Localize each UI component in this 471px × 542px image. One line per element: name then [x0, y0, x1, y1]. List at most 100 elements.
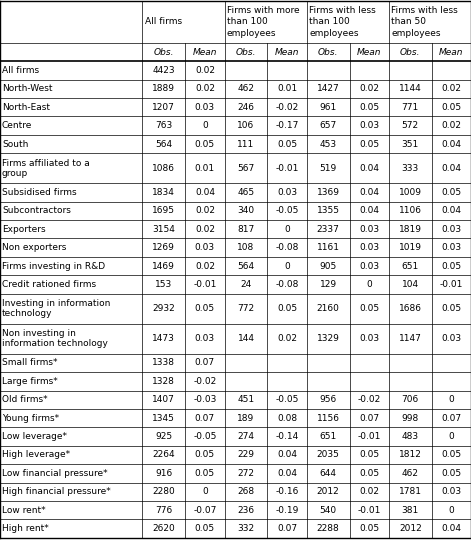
- Text: 0.05: 0.05: [441, 469, 462, 478]
- Text: 2264: 2264: [153, 450, 175, 460]
- Text: 453: 453: [319, 139, 337, 149]
- Text: 0.03: 0.03: [195, 103, 215, 112]
- Text: 268: 268: [237, 487, 254, 496]
- Text: 0: 0: [202, 121, 208, 130]
- Text: 0: 0: [202, 487, 208, 496]
- Text: 1427: 1427: [317, 85, 340, 93]
- Text: 0.07: 0.07: [359, 414, 379, 423]
- Text: 0.05: 0.05: [195, 469, 215, 478]
- Text: High financial pressure*: High financial pressure*: [2, 487, 111, 496]
- Text: 0.04: 0.04: [195, 188, 215, 197]
- Text: -0.02: -0.02: [193, 377, 217, 386]
- Text: Non exporters: Non exporters: [2, 243, 66, 252]
- Text: 0.02: 0.02: [441, 85, 462, 93]
- Text: Subsidised firms: Subsidised firms: [2, 188, 76, 197]
- Text: 0.07: 0.07: [277, 524, 297, 533]
- Text: -0.05: -0.05: [193, 432, 217, 441]
- Text: Firms affiliated to a
group: Firms affiliated to a group: [2, 159, 89, 178]
- Text: 0.02: 0.02: [195, 262, 215, 270]
- Text: 905: 905: [319, 262, 337, 270]
- Text: 651: 651: [402, 262, 419, 270]
- Text: Centre: Centre: [2, 121, 32, 130]
- Text: 2620: 2620: [153, 524, 175, 533]
- Text: 0.05: 0.05: [441, 103, 462, 112]
- Text: 1161: 1161: [317, 243, 340, 252]
- Text: Old firms*: Old firms*: [2, 395, 48, 404]
- Text: 1329: 1329: [317, 334, 340, 343]
- Text: 0.05: 0.05: [359, 304, 379, 313]
- Text: 2280: 2280: [153, 487, 175, 496]
- Text: Firms investing in R&D: Firms investing in R&D: [2, 262, 105, 270]
- Text: Obs.: Obs.: [318, 48, 338, 56]
- Text: 1781: 1781: [399, 487, 422, 496]
- Text: 462: 462: [237, 85, 254, 93]
- Text: 1106: 1106: [399, 207, 422, 215]
- Text: 2012: 2012: [317, 487, 340, 496]
- Text: 0.05: 0.05: [195, 139, 215, 149]
- Text: Obs.: Obs.: [400, 48, 421, 56]
- Text: 1819: 1819: [399, 225, 422, 234]
- Text: 104: 104: [402, 280, 419, 289]
- Text: All firms: All firms: [2, 66, 39, 75]
- Text: Low financial pressure*: Low financial pressure*: [2, 469, 107, 478]
- Text: 564: 564: [155, 139, 172, 149]
- Text: 351: 351: [402, 139, 419, 149]
- Text: 0.04: 0.04: [441, 164, 462, 173]
- Text: 0.03: 0.03: [441, 225, 462, 234]
- Text: 340: 340: [237, 207, 254, 215]
- Text: 0.02: 0.02: [277, 334, 297, 343]
- Text: 1156: 1156: [317, 414, 340, 423]
- Text: 0.02: 0.02: [441, 121, 462, 130]
- Text: 1407: 1407: [152, 395, 175, 404]
- Text: 772: 772: [237, 304, 254, 313]
- Text: 0.05: 0.05: [277, 139, 297, 149]
- Text: 0.05: 0.05: [359, 524, 379, 533]
- Text: 0.02: 0.02: [195, 225, 215, 234]
- Text: 0.03: 0.03: [359, 121, 379, 130]
- Text: 0.05: 0.05: [195, 524, 215, 533]
- Text: 274: 274: [237, 432, 254, 441]
- Text: North-West: North-West: [2, 85, 52, 93]
- Text: 0.04: 0.04: [359, 188, 379, 197]
- Text: 0.03: 0.03: [441, 487, 462, 496]
- Text: 0.05: 0.05: [441, 304, 462, 313]
- Text: 1345: 1345: [152, 414, 175, 423]
- Text: 0: 0: [448, 432, 454, 441]
- Text: 0.03: 0.03: [195, 243, 215, 252]
- Text: -0.02: -0.02: [276, 103, 299, 112]
- Text: 1207: 1207: [152, 103, 175, 112]
- Text: 1686: 1686: [399, 304, 422, 313]
- Text: 0: 0: [284, 262, 290, 270]
- Text: 451: 451: [237, 395, 254, 404]
- Text: 0.04: 0.04: [441, 524, 462, 533]
- Text: 0: 0: [284, 225, 290, 234]
- Text: 0.05: 0.05: [195, 450, 215, 460]
- Text: High rent*: High rent*: [2, 524, 49, 533]
- Text: 189: 189: [237, 414, 255, 423]
- Text: 153: 153: [155, 280, 172, 289]
- Text: -0.17: -0.17: [276, 121, 299, 130]
- Text: -0.05: -0.05: [276, 207, 299, 215]
- Text: Mean: Mean: [193, 48, 217, 56]
- Text: 144: 144: [237, 334, 254, 343]
- Text: 1086: 1086: [152, 164, 175, 173]
- Text: 462: 462: [402, 469, 419, 478]
- Text: 0.02: 0.02: [195, 66, 215, 75]
- Text: 1328: 1328: [152, 377, 175, 386]
- Text: All firms: All firms: [145, 17, 182, 27]
- Text: 0.02: 0.02: [195, 207, 215, 215]
- Text: 0.01: 0.01: [195, 164, 215, 173]
- Text: 771: 771: [402, 103, 419, 112]
- Text: 0.08: 0.08: [277, 414, 297, 423]
- Text: 0.05: 0.05: [359, 469, 379, 478]
- Text: South: South: [2, 139, 28, 149]
- Text: Mean: Mean: [357, 48, 382, 56]
- Text: 0.05: 0.05: [441, 450, 462, 460]
- Text: 651: 651: [319, 432, 337, 441]
- Text: 246: 246: [237, 103, 254, 112]
- Text: 0.04: 0.04: [359, 164, 379, 173]
- Text: 1473: 1473: [152, 334, 175, 343]
- Text: 1812: 1812: [399, 450, 422, 460]
- Text: 572: 572: [402, 121, 419, 130]
- Text: 0.03: 0.03: [277, 188, 297, 197]
